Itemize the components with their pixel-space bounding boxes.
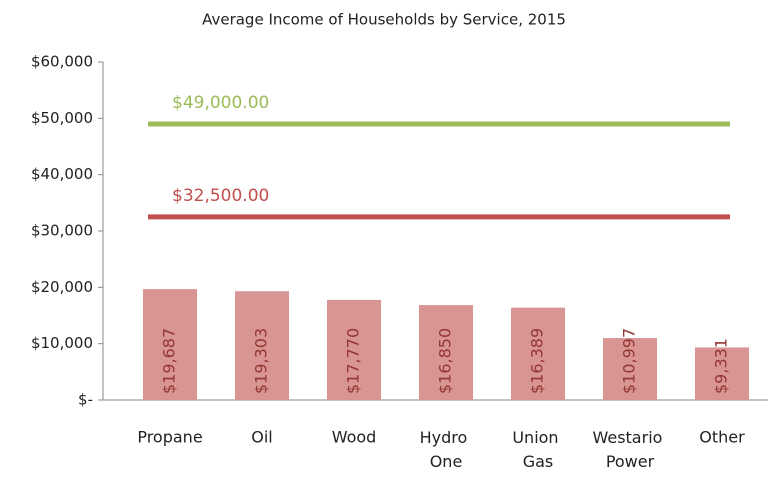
y-tick-label: $50,000 [31, 109, 93, 127]
value-label: $19,687 [160, 328, 179, 394]
bar [143, 289, 197, 400]
x-tick-label: Propane [137, 428, 202, 447]
y-tick-label: $20,000 [31, 278, 93, 296]
bar [235, 291, 289, 400]
value-label: $16,850 [436, 328, 455, 394]
x-tick-label: Hydro One [420, 428, 473, 471]
bar [419, 305, 473, 400]
y-tick-label: $40,000 [31, 165, 93, 183]
value-label: $9,331 [712, 338, 731, 394]
x-tick-label: Wood [332, 428, 377, 447]
value-label: $19,303 [252, 328, 271, 394]
bar [603, 338, 657, 400]
y-tick-label: $30,000 [31, 222, 93, 240]
x-tick-label: Oil [251, 428, 272, 447]
chart-title: Average Income of Households by Service,… [202, 11, 566, 29]
x-tick-label: Union Gas [512, 428, 563, 471]
value-label: $10,997 [620, 328, 639, 394]
reference-label: $49,000.00 [172, 93, 269, 113]
x-tick-label: Other [699, 428, 745, 447]
y-tick-label: $- [78, 391, 93, 409]
x-tick-label: Westario Power [592, 428, 667, 471]
y-tick-label: $10,000 [31, 334, 93, 352]
bar [327, 299, 381, 400]
y-tick-label: $60,000 [31, 53, 93, 71]
bar [511, 307, 565, 400]
value-label: $16,389 [528, 328, 547, 394]
value-label: $17,770 [344, 328, 363, 394]
reference-label: $32,500.00 [172, 186, 269, 206]
bar [695, 347, 749, 400]
